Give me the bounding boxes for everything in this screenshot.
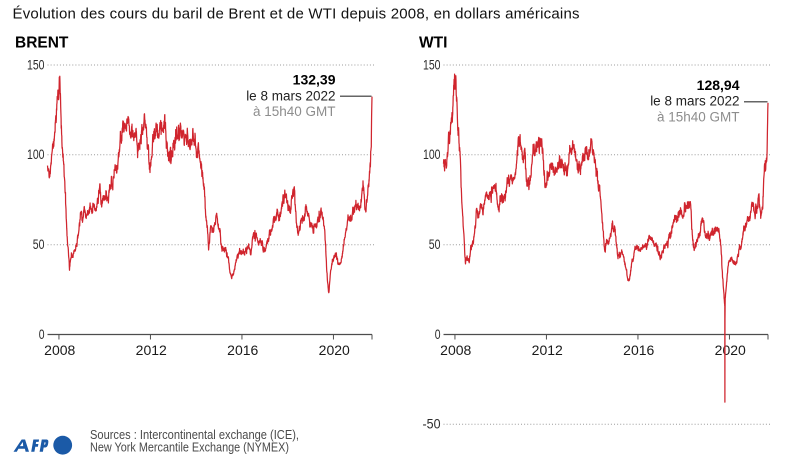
svg-text:100: 100 [423, 146, 441, 162]
svg-text:le 8 mars 2022: le 8 mars 2022 [246, 88, 335, 103]
svg-text:150: 150 [423, 56, 441, 72]
svg-text:2020: 2020 [715, 342, 746, 358]
svg-text:WTI: WTI [419, 35, 447, 52]
svg-text:2008: 2008 [440, 342, 471, 358]
svg-text:0: 0 [39, 326, 45, 342]
svg-text:-50: -50 [423, 416, 441, 432]
svg-text:2020: 2020 [319, 342, 350, 358]
svg-text:2008: 2008 [44, 342, 75, 358]
svg-text:Sources : Intercontinental exc: Sources : Intercontinental exchange (ICE… [90, 427, 299, 442]
svg-text:2016: 2016 [623, 342, 654, 358]
svg-text:2016: 2016 [227, 342, 258, 358]
svg-text:128,94: 128,94 [697, 77, 740, 93]
svg-text:BRENT: BRENT [15, 35, 69, 52]
svg-text:132,39: 132,39 [293, 72, 336, 88]
svg-text:2012: 2012 [532, 342, 563, 358]
svg-text:50: 50 [429, 236, 441, 252]
svg-text:150: 150 [27, 56, 45, 72]
svg-text:à 15h40 GMT: à 15h40 GMT [253, 104, 336, 119]
svg-text:100: 100 [27, 146, 45, 162]
svg-text:à 15h40 GMT: à 15h40 GMT [657, 109, 740, 124]
svg-text:Évolution des cours du baril d: Évolution des cours du baril de Brent et… [13, 6, 580, 23]
svg-text:0: 0 [435, 326, 441, 342]
svg-text:2012: 2012 [136, 342, 167, 358]
svg-text:New York Mercantile Exchange (: New York Mercantile Exchange (NYMEX) [90, 440, 289, 455]
svg-text:50: 50 [33, 236, 45, 252]
svg-text:le 8 mars 2022: le 8 mars 2022 [650, 94, 739, 109]
